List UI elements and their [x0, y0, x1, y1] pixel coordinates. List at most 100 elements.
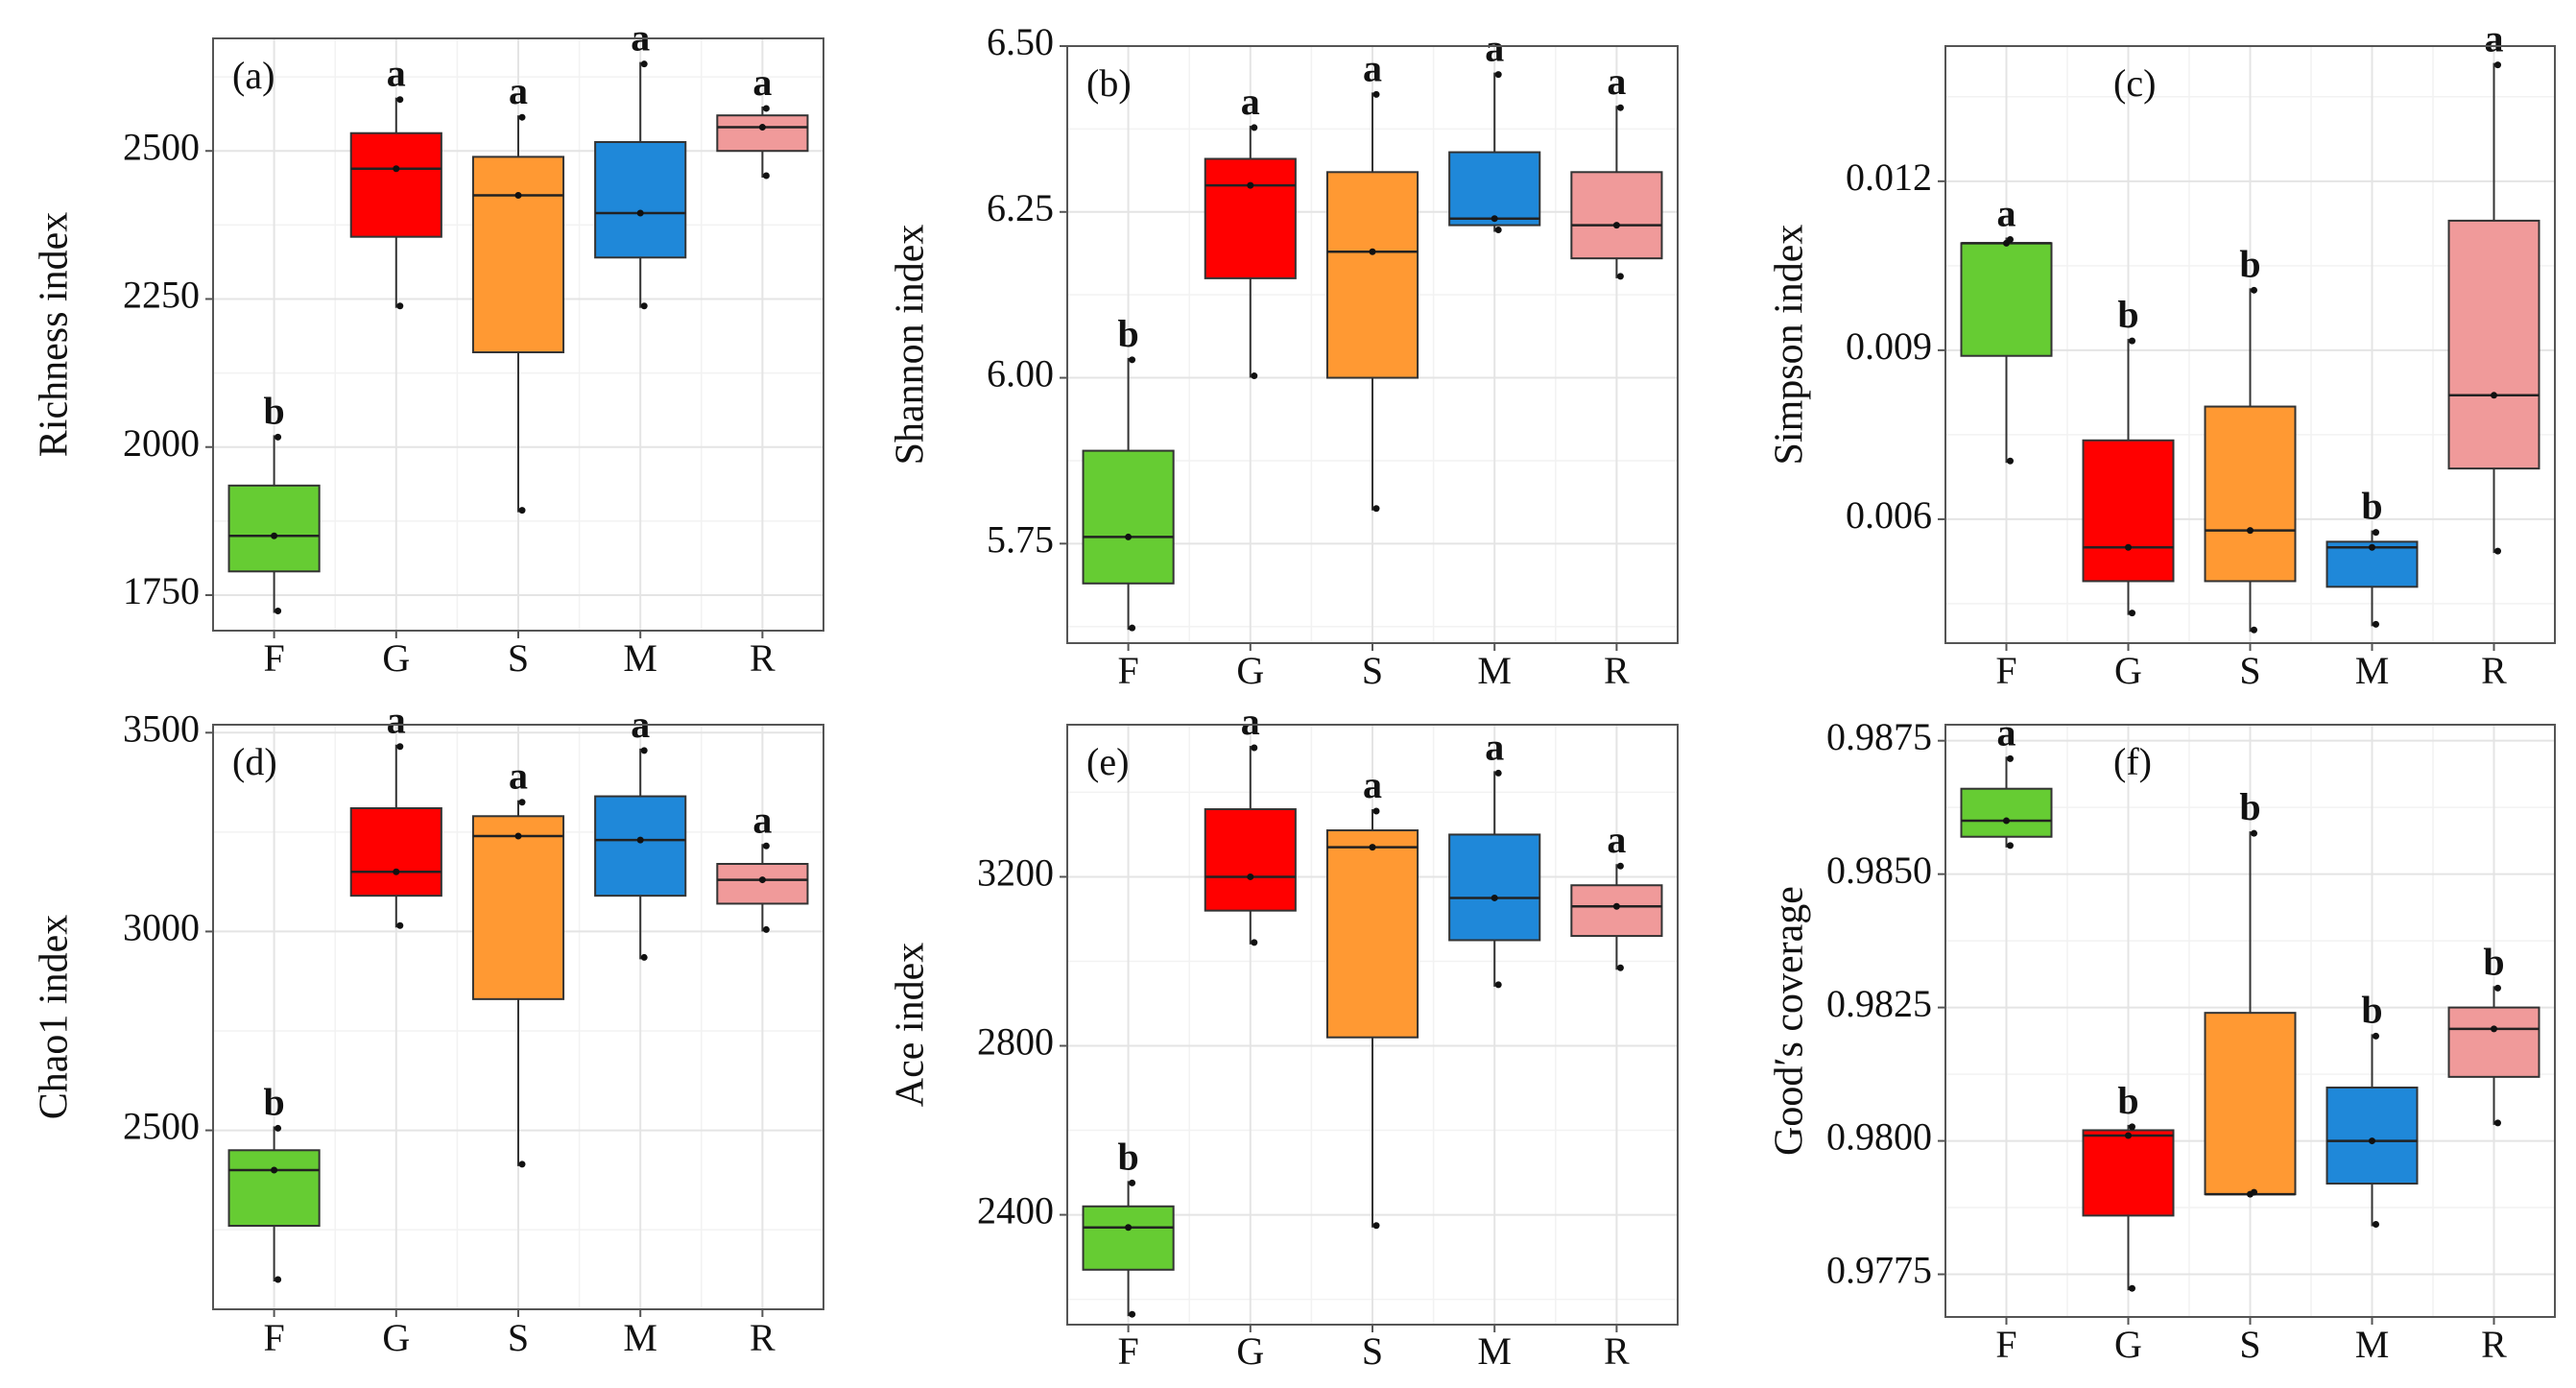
box-iqr — [1448, 833, 1541, 942]
mean-point — [271, 1166, 278, 1174]
max-point — [518, 799, 526, 806]
plot-frame — [1066, 724, 1679, 1326]
min-point — [2129, 1284, 2135, 1292]
y-tick-label: 3200 — [977, 851, 1054, 895]
box-F: b — [227, 389, 321, 614]
min-point — [1251, 939, 1258, 946]
significance-letter: b — [263, 1080, 284, 1123]
category-label: M — [1477, 649, 1512, 692]
mean-point — [2369, 1137, 2375, 1145]
box-S: b — [2204, 242, 2297, 634]
box-G: a — [1204, 700, 1297, 946]
min-point — [2251, 1188, 2257, 1196]
max-point — [2007, 754, 2014, 762]
mean-point — [2491, 392, 2497, 399]
box-iqr — [1448, 151, 1541, 227]
significance-letter: a — [1241, 80, 1260, 123]
category-label: R — [750, 636, 775, 680]
category-label: F — [263, 636, 284, 680]
significance-letter: a — [1363, 763, 1382, 806]
mean-point — [758, 124, 766, 132]
significance-letter: a — [387, 699, 406, 742]
y-tick-label: 3000 — [123, 906, 200, 949]
y-tick-label: 2400 — [977, 1189, 1054, 1232]
category-label: G — [2114, 1323, 2142, 1366]
box-S: b — [2204, 785, 2297, 1198]
plot-frame — [212, 37, 824, 632]
panel-label: (c) — [2113, 61, 2156, 105]
panel-chao1: b Fa Ga Sa Ma R 2500 3000 3500 Chao1 index (d) — [33, 699, 824, 1359]
box-M: a — [1448, 725, 1541, 989]
category-label: G — [2114, 649, 2142, 692]
box-iqr — [1570, 171, 1663, 260]
significance-letter: a — [509, 754, 528, 798]
significance-letter: b — [2361, 988, 2382, 1031]
mean-point — [758, 876, 766, 884]
significance-letter: a — [1997, 710, 2016, 754]
mean-point — [1491, 215, 1498, 223]
category-label: F — [1117, 1329, 1138, 1373]
max-point — [396, 743, 404, 751]
significance-letter: b — [2483, 940, 2504, 983]
significance-letter: a — [1607, 60, 1626, 103]
box-iqr — [594, 795, 687, 897]
category-label: R — [1604, 649, 1630, 692]
min-point — [2373, 1221, 2379, 1229]
min-point — [1129, 624, 1136, 632]
mean-point — [393, 165, 400, 173]
mean-point — [271, 532, 278, 539]
max-point — [2373, 1032, 2379, 1040]
panel-ace: b Fa Ga Sa Ma R 2400 2800 3200 Ace index (e) — [889, 700, 1679, 1373]
box-iqr — [1204, 157, 1297, 279]
box-iqr — [2082, 1129, 2175, 1217]
significance-letter: a — [1607, 818, 1626, 861]
min-point — [762, 172, 770, 179]
box-R: a — [716, 798, 809, 933]
box-R: a — [1570, 818, 1663, 971]
max-point — [2494, 984, 2501, 992]
y-tick-label: 0.9775 — [1826, 1249, 1932, 1292]
category-label: M — [1477, 1329, 1512, 1373]
box-F: a — [1960, 192, 2053, 465]
box-iqr — [471, 156, 565, 354]
box-iqr — [1960, 242, 2053, 357]
y-axis-label: Chao1 index — [33, 915, 77, 1119]
category-label: G — [1236, 649, 1264, 692]
y-tick-label: 6.00 — [987, 352, 1054, 395]
min-point — [762, 925, 770, 933]
y-tick-label: 0.9825 — [1826, 982, 1932, 1025]
box-F: b — [1082, 312, 1175, 632]
min-point — [1372, 1222, 1380, 1230]
box-iqr — [716, 863, 809, 905]
y-tick-label: 1750 — [123, 569, 200, 612]
box-G: a — [349, 52, 442, 310]
significance-letter: b — [1117, 312, 1138, 355]
box-G: b — [2082, 1079, 2175, 1292]
significance-letter: a — [1363, 46, 1382, 89]
panel-label: (a) — [232, 54, 274, 97]
plot-frame — [1066, 45, 1679, 644]
y-axis-label: Simpson index — [1768, 225, 1812, 466]
category-label: M — [623, 636, 657, 680]
significance-letter: a — [2485, 17, 2504, 60]
box-iqr — [716, 114, 809, 153]
y-tick-label: 0.006 — [1846, 493, 1932, 537]
panel-shannon: b Fa Ga Sa Ma R 5.75 6.00 6.25 6.50 Shannon index (… — [889, 20, 1679, 692]
min-point — [640, 302, 648, 310]
category-label: M — [623, 1316, 657, 1359]
box-iqr — [1204, 808, 1297, 912]
mean-point — [1247, 181, 1254, 189]
max-point — [2129, 337, 2135, 345]
max-point — [762, 105, 770, 112]
box-iqr — [1082, 1205, 1175, 1271]
min-point — [2007, 457, 2014, 465]
max-point — [762, 842, 770, 850]
plot-frame — [1944, 724, 2556, 1318]
min-point — [396, 302, 404, 310]
mean-point — [2247, 527, 2254, 535]
box-iqr — [1325, 171, 1419, 379]
mean-point — [636, 836, 644, 844]
significance-letter: b — [2239, 785, 2260, 828]
significance-letter: a — [1997, 192, 2016, 235]
y-tick-label: 5.75 — [987, 518, 1054, 562]
